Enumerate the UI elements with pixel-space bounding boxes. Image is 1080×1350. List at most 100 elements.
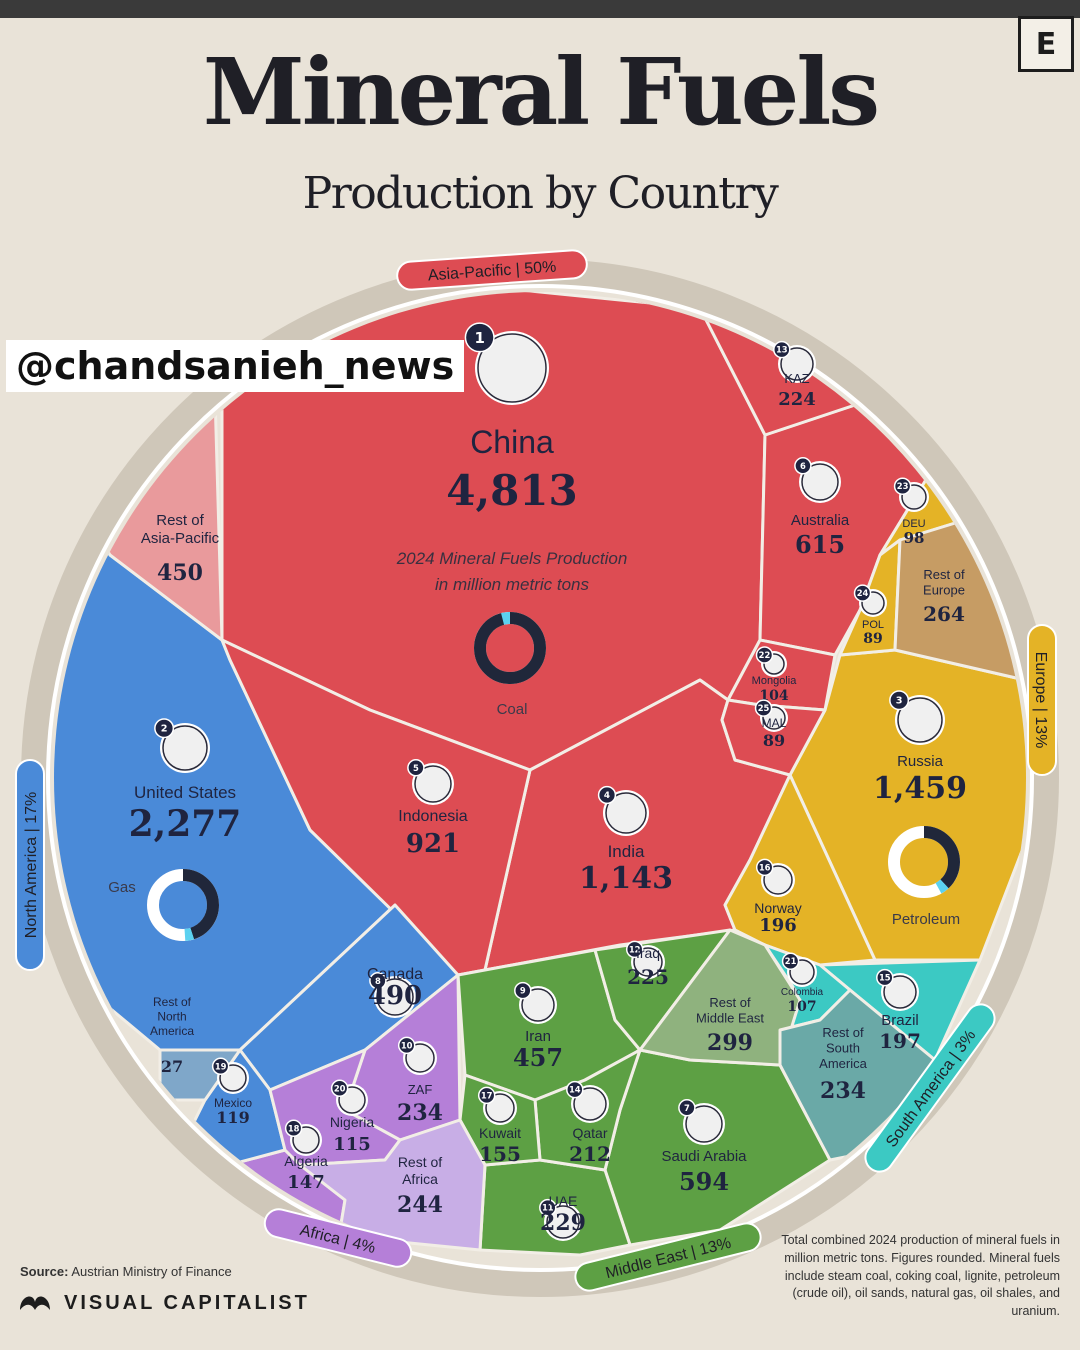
rank-canada: 8 [375, 976, 381, 986]
value-rest-of-middle-east: 299 [707, 1030, 753, 1056]
label-rest-of-asia-pacific: Rest of Asia-Pacific [141, 512, 220, 547]
flag-united-states [162, 725, 208, 771]
region-pill-bg-south-america [864, 1003, 996, 1173]
source-line: Source: Austrian Ministry of Finance [20, 1264, 232, 1279]
value-canada: 490 [368, 981, 422, 1011]
label-norway: Norway [754, 900, 801, 916]
value-china: 4,813 [446, 466, 578, 515]
rank-badge-colombia [781, 952, 800, 970]
label-china: China [470, 424, 554, 460]
rank-uae: 11 [542, 1203, 554, 1213]
rank-pol: 24 [857, 588, 869, 598]
rank-kuwait: 17 [481, 1090, 493, 1100]
rank-badge-mexico [211, 1057, 230, 1076]
value-iran: 457 [513, 1043, 563, 1072]
region-pill-bg-europe [1027, 624, 1057, 776]
label-mal: MAL [762, 716, 787, 730]
visual-capitalist-logo-icon [20, 1296, 50, 1310]
rank-china: 1 [474, 329, 484, 347]
region-label-north-america: North America | 17% [23, 792, 40, 938]
region-pill-bg-middle-east [574, 1222, 762, 1292]
value-india: 1,143 [579, 861, 673, 896]
rank-badge-kaz [773, 340, 791, 359]
rank-badge-pol [853, 584, 872, 602]
label-saudi-arabia: Saudi Arabia [661, 1148, 747, 1165]
source-text: Austrian Ministry of Finance [71, 1264, 232, 1279]
footnote: Total combined 2024 production of minera… [781, 1233, 1060, 1318]
value-zaf: 234 [397, 1100, 443, 1126]
rank-brazil: 15 [879, 973, 891, 983]
value-united-states: 2,277 [129, 803, 242, 845]
rank-badge-china [464, 322, 495, 353]
value-kuwait: 155 [479, 1142, 521, 1166]
label-canada: Canada [367, 966, 423, 983]
rank-australia: 6 [800, 461, 806, 471]
label-colombia: Colombia [781, 987, 824, 998]
rank-mongolia: 22 [759, 650, 771, 660]
chart-description: 2024 Mineral Fuels Production in million … [396, 549, 628, 594]
region-label-europe: Europe | 13% [1032, 652, 1049, 749]
rank-mexico: 19 [215, 1061, 227, 1071]
outer-ring-line [46, 284, 1034, 1272]
label-qatar: Qatar [572, 1125, 607, 1141]
brand-footer: VISUAL CAPITALIST [18, 1290, 310, 1316]
value-colombia: 107 [787, 999, 816, 1015]
rank-iran: 9 [520, 986, 526, 996]
watermark-handle: @chandsanieh_news [6, 340, 465, 392]
rank-kaz: 13 [776, 345, 788, 355]
value-norway: 196 [759, 915, 797, 936]
value-saudi-arabia: 594 [679, 1167, 729, 1196]
value-nigeria: 115 [333, 1134, 371, 1155]
rank-indonesia: 5 [413, 763, 419, 773]
value-mexico: 119 [216, 1108, 249, 1127]
value-kaz: 224 [778, 389, 816, 410]
label-india: India [608, 842, 645, 861]
label-russia: Russia [897, 753, 944, 770]
fuel-label-gas: Gas [108, 879, 136, 896]
region-pill-asia-pacific: Asia-Pacific | 50% [396, 249, 588, 291]
flag-india [605, 792, 647, 834]
flag-canada [376, 978, 414, 1016]
value-rest-of-south-america: 234 [820, 1078, 866, 1104]
rank-badge-russia [889, 690, 910, 711]
label-kaz: KAZ [784, 371, 809, 386]
rank-badge-mongolia [755, 646, 774, 664]
flag-brazil [883, 975, 917, 1009]
region-pill-bg-north-america [15, 759, 45, 971]
rank-norway: 16 [759, 862, 771, 872]
value-rest-of-asia-pacific: 450 [157, 560, 203, 586]
fuel-label-petroleum: Petroleum [892, 911, 960, 928]
rank-badge-india [597, 785, 617, 805]
fuel-label-coal: Coal [497, 701, 528, 718]
rank-badge-iraq [625, 940, 644, 959]
label-mongolia: Mongolia [752, 675, 798, 687]
rank-badge-deu [893, 477, 912, 495]
label-pol: POL [862, 619, 884, 631]
label-rest-of-north-america: Rest of North America [150, 995, 194, 1038]
region-pill-europe: Europe | 13% [1027, 624, 1057, 776]
rank-badge-iran [514, 981, 532, 1000]
donut-other-coal [474, 612, 546, 685]
rank-badge-kuwait [477, 1086, 496, 1105]
region-pill-north-america: North America | 17% [15, 759, 45, 971]
donut-other-gas [147, 869, 219, 941]
label-rest-of-south-america: Rest of South America [819, 1025, 867, 1071]
rank-badge-norway [755, 858, 774, 877]
rank-russia: 3 [896, 696, 903, 707]
rank-badge-qatar [566, 1080, 584, 1099]
brand-name: VISUAL CAPITALIST [64, 1291, 310, 1314]
value-pol: 89 [863, 631, 882, 647]
flag-indonesia [414, 765, 452, 803]
rank-india: 4 [604, 791, 610, 801]
value-qatar: 212 [569, 1142, 611, 1166]
rank-badge-brazil [876, 968, 894, 987]
label-kuwait: Kuwait [479, 1125, 521, 1141]
page-subtitle: Production by Country [302, 168, 779, 219]
value-mal: 89 [763, 731, 785, 750]
flag-iran [521, 988, 555, 1022]
rank-badge-mal [754, 699, 773, 717]
rank-united-states: 2 [161, 724, 168, 735]
label-rest-of-africa: Rest of Africa [398, 1154, 442, 1187]
value-rest-of-africa: 244 [397, 1192, 443, 1218]
